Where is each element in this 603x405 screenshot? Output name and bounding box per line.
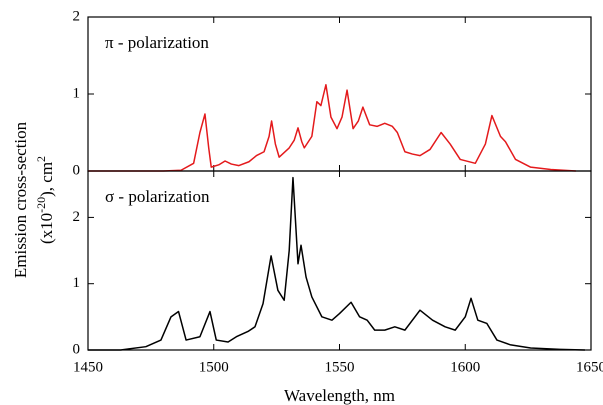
y-tick-label: 2: [73, 209, 81, 225]
y-tick-label: 0: [73, 341, 81, 357]
label-superscript: 2: [34, 156, 48, 162]
y-tick-label: 1: [73, 85, 81, 101]
x-tick-label: 1500: [199, 359, 229, 375]
annotation: σ - polarization: [105, 187, 210, 206]
y-axis-label-unit: (x10-20), cm2: [34, 156, 56, 244]
y-axis-label: Emission cross-section: [11, 121, 30, 278]
x-tick-label: 1650: [576, 359, 603, 375]
spectrum-line: [88, 176, 585, 351]
label-superscript: -20: [34, 197, 48, 213]
label-part: ), cm: [37, 162, 56, 197]
x-axis-label: Wavelength, nm: [284, 386, 395, 405]
y-tick-label: 0: [73, 162, 81, 178]
annotation: π - polarization: [105, 33, 209, 52]
y-tick-label: 2: [73, 8, 81, 24]
x-tick-label: 1600: [450, 359, 480, 375]
y-tick-label: 1: [73, 275, 81, 291]
label-part: (x10: [37, 213, 56, 244]
spectrum-line: [88, 84, 576, 172]
x-tick-label: 1450: [73, 359, 103, 375]
x-tick-label: 1550: [325, 359, 355, 375]
